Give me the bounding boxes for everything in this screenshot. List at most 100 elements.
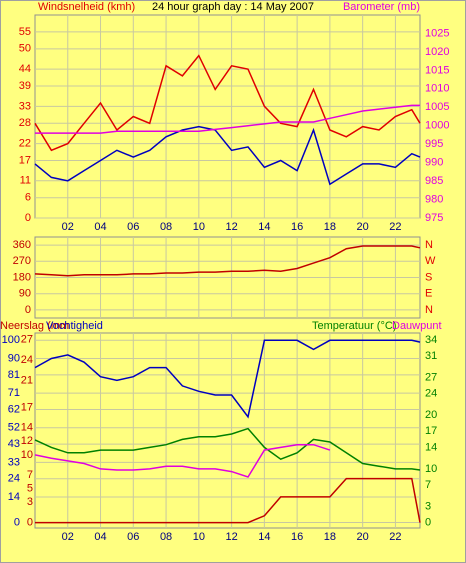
series-line (34, 125, 421, 186)
y-tick-label: 21 (21, 374, 33, 386)
y-tick-label: 0 (25, 212, 31, 224)
x-tick-label: 20 (357, 531, 369, 543)
y-tick-label: 28 (19, 117, 31, 129)
y-tick-label: 10 (425, 463, 437, 475)
y-tick-label: 62 (8, 403, 20, 415)
y-tick-label: 17 (21, 401, 33, 413)
y-tick-label: 44 (19, 63, 31, 75)
x-tick-label: 12 (225, 531, 237, 543)
y-tick-label: 52 (8, 422, 20, 434)
y-tick-label: 10 (21, 449, 33, 461)
y-tick-label: 33 (8, 456, 20, 468)
y-tick-label: 50 (19, 43, 31, 55)
y-tick-label: S (425, 271, 432, 283)
x-tick-label: 02 (62, 221, 74, 233)
y-tick-label: 17 (19, 154, 31, 166)
x-tick-label: 02 (62, 531, 74, 543)
x-tick-label: 10 (193, 221, 205, 233)
y-tick-label: 22 (19, 137, 31, 149)
y-tick-label: 14 (21, 422, 33, 434)
x-tick-label: 04 (94, 531, 106, 543)
y-tick-label: 0 (425, 517, 431, 529)
y-tick-label: 43 (8, 438, 20, 450)
y-tick-label: 90 (8, 352, 20, 364)
y-tick-label: 6 (25, 192, 31, 204)
y-tick-label: 360 (13, 239, 31, 251)
y-tick-label: 33 (19, 100, 31, 112)
y-tick-label: 985 (425, 175, 443, 187)
x-tick-label: 06 (127, 221, 139, 233)
y-tick-label: 71 (8, 387, 20, 399)
series-line (35, 104, 420, 134)
y-tick-label: 0 (25, 304, 31, 316)
x-tick-label: 06 (127, 531, 139, 543)
series-line (34, 54, 421, 152)
series-line (34, 339, 421, 419)
y-tick-label: 100 (2, 334, 20, 346)
series-line (34, 443, 331, 478)
y-tick-label: 180 (13, 271, 31, 283)
x-tick-label: 16 (291, 531, 303, 543)
y-tick-label: 7 (27, 469, 33, 481)
y-tick-label: 0 (14, 516, 20, 528)
x-tick-label: 18 (324, 531, 336, 543)
y-tick-label: 14 (8, 491, 20, 503)
axis-label: Barometer (mb) (343, 1, 420, 13)
x-tick-label: 14 (258, 221, 270, 233)
y-tick-label: 20 (425, 409, 437, 421)
y-tick-label: 1000 (425, 120, 449, 132)
y-tick-label: 990 (425, 157, 443, 169)
y-tick-label: 24 (8, 473, 20, 485)
y-tick-label: 7 (425, 479, 431, 491)
y-tick-label: 5 (27, 483, 33, 495)
y-tick-label: 975 (425, 212, 443, 224)
axis-label: Vochtigheid (46, 320, 103, 332)
y-tick-label: 81 (8, 369, 20, 381)
axis-label: 24 hour graph day : 14 May 2007 (152, 1, 314, 13)
y-tick-label: 1005 (425, 101, 449, 113)
x-tick-label: 18 (324, 221, 336, 233)
series-line (34, 245, 421, 277)
axis-label: Neerslag (mm (0, 320, 69, 332)
y-tick-label: 3 (425, 500, 431, 512)
y-tick-label: N (425, 304, 433, 316)
x-tick-label: 14 (258, 531, 270, 543)
y-tick-label: 31 (425, 350, 437, 362)
y-tick-label: N (425, 239, 433, 251)
y-tick-label: 270 (13, 255, 31, 267)
x-tick-label: 16 (291, 221, 303, 233)
x-tick-label: 22 (389, 531, 401, 543)
x-tick-label: 20 (357, 221, 369, 233)
series-line (35, 477, 421, 524)
axis-label: Temperatuur (°C) (312, 320, 396, 332)
y-tick-label: 1020 (425, 46, 449, 58)
y-tick-label: 90 (19, 288, 31, 300)
y-tick-label: 55 (19, 26, 31, 38)
y-tick-label: 12 (21, 435, 33, 447)
y-tick-label: 995 (425, 138, 443, 150)
plot-area (34, 332, 421, 529)
y-tick-label: 39 (19, 80, 31, 92)
axis-label: Dauwpunt (392, 320, 442, 332)
y-tick-label: 34 (425, 334, 437, 346)
y-tick-label: W (425, 255, 436, 267)
y-tick-label: 24 (21, 354, 33, 366)
y-tick-label: 27 (425, 371, 437, 383)
y-tick-label: 1025 (425, 27, 449, 39)
y-tick-label: 1010 (425, 83, 449, 95)
axis-label: Windsnelheid (kmh) (38, 1, 135, 13)
y-tick-label: 27 (21, 334, 33, 346)
y-tick-label: E (425, 288, 432, 300)
x-tick-label: 08 (160, 531, 172, 543)
series-line (34, 427, 421, 471)
x-tick-label: 04 (94, 221, 106, 233)
x-tick-label: 22 (389, 221, 401, 233)
y-tick-label: 11 (20, 175, 31, 187)
x-tick-label: 08 (160, 221, 172, 233)
y-tick-label: 17 (425, 425, 437, 437)
y-tick-label: 1015 (425, 64, 449, 76)
y-tick-label: 980 (425, 193, 443, 205)
y-tick-label: 14 (425, 441, 437, 453)
y-tick-label: 24 (425, 388, 437, 400)
